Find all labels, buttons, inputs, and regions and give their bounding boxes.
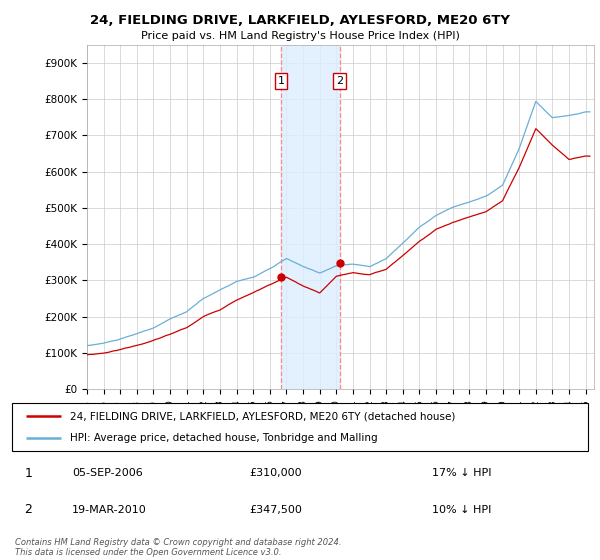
Text: Contains HM Land Registry data © Crown copyright and database right 2024.
This d: Contains HM Land Registry data © Crown c… xyxy=(15,538,341,557)
Text: 17% ↓ HPI: 17% ↓ HPI xyxy=(432,468,491,478)
Text: £310,000: £310,000 xyxy=(250,468,302,478)
Text: 19-MAR-2010: 19-MAR-2010 xyxy=(72,505,147,515)
Text: 2: 2 xyxy=(336,76,343,86)
Text: 1: 1 xyxy=(278,76,284,86)
Text: 24, FIELDING DRIVE, LARKFIELD, AYLESFORD, ME20 6TY: 24, FIELDING DRIVE, LARKFIELD, AYLESFORD… xyxy=(90,14,510,27)
Bar xyxy=(281,45,340,389)
Text: Price paid vs. HM Land Registry's House Price Index (HPI): Price paid vs. HM Land Registry's House … xyxy=(140,31,460,41)
Text: 10% ↓ HPI: 10% ↓ HPI xyxy=(432,505,491,515)
Text: 24, FIELDING DRIVE, LARKFIELD, AYLESFORD, ME20 6TY (detached house): 24, FIELDING DRIVE, LARKFIELD, AYLESFORD… xyxy=(70,411,455,421)
Text: £347,500: £347,500 xyxy=(250,505,302,515)
Text: 2: 2 xyxy=(25,503,32,516)
Text: 1: 1 xyxy=(25,466,32,480)
Text: HPI: Average price, detached house, Tonbridge and Malling: HPI: Average price, detached house, Tonb… xyxy=(70,433,377,443)
Text: 05-SEP-2006: 05-SEP-2006 xyxy=(72,468,143,478)
